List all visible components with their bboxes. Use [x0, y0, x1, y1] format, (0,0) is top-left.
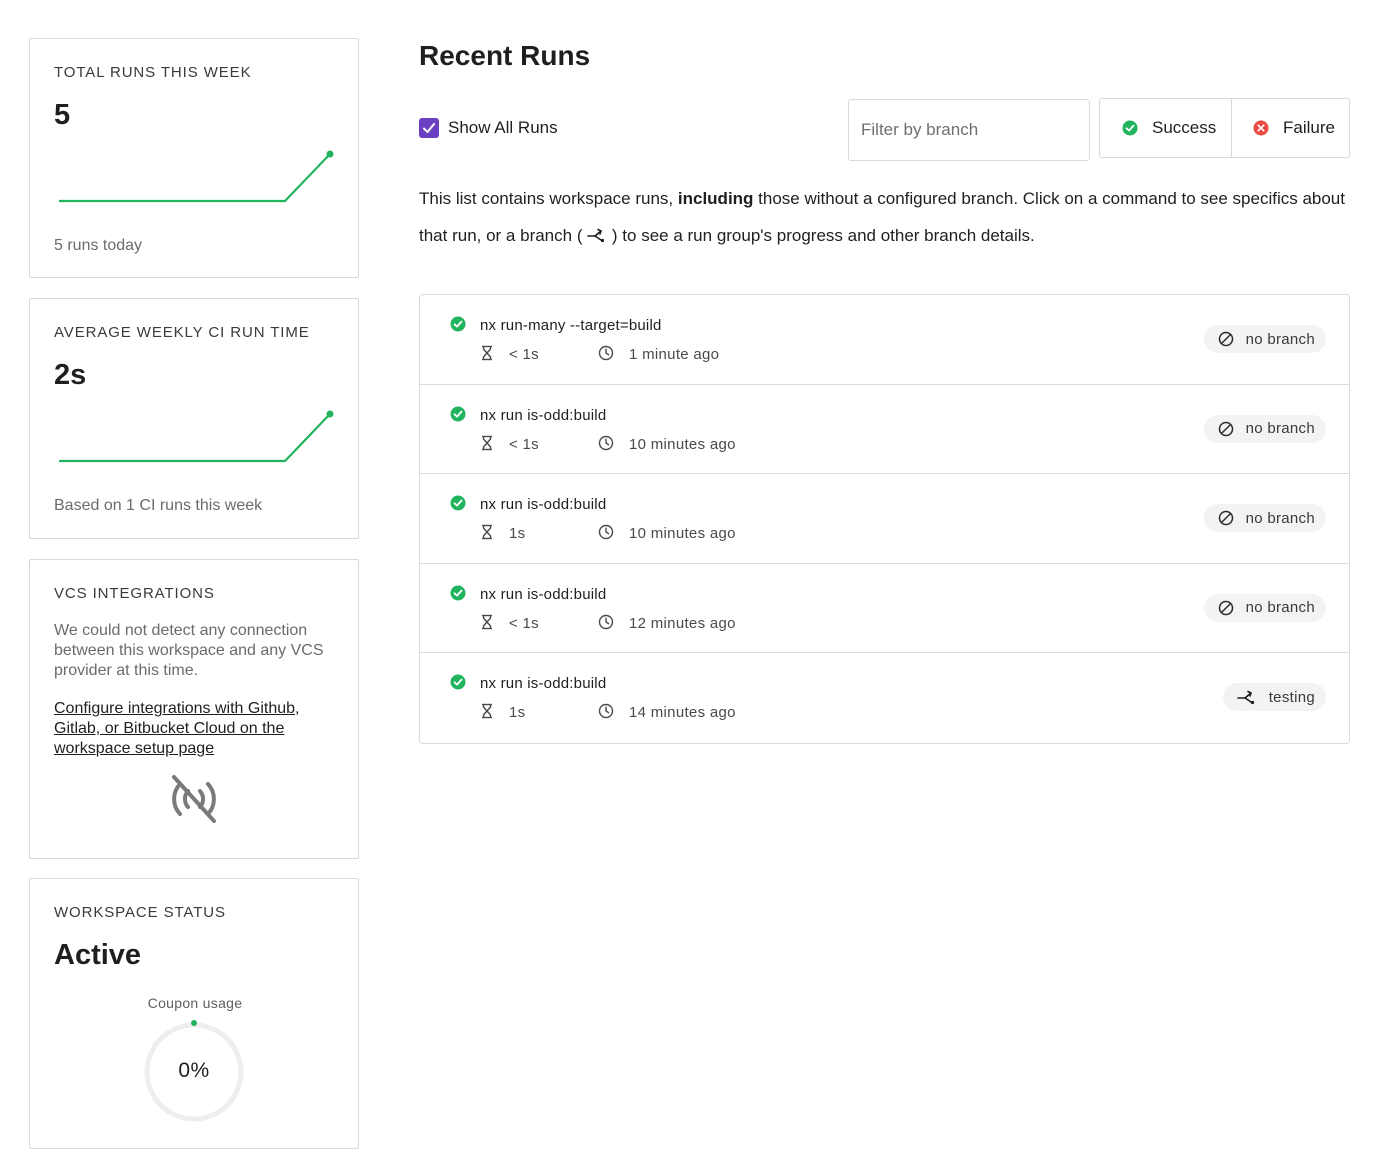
failure-filter-button[interactable]: Failure: [1232, 99, 1349, 157]
hourglass-icon: [482, 704, 492, 719]
avg-ci-value: 2s: [54, 359, 87, 391]
avg-ci-footer: Based on 1 CI runs this week: [54, 497, 263, 514]
workspace-status-card: WORKSPACE STATUS Active Coupon usage 0%: [29, 878, 359, 1149]
run-time: 10 minutes ago: [629, 435, 736, 453]
no-branch-icon: [1218, 510, 1233, 526]
runs-description: This list contains workspace runs, inclu…: [419, 180, 1349, 254]
success-check-icon: [1122, 120, 1138, 136]
run-command[interactable]: nx run is-odd:build: [480, 496, 607, 514]
success-filter-button[interactable]: Success: [1100, 99, 1232, 157]
run-duration: 1s: [509, 704, 526, 722]
avg-ci-label: AVERAGE WEEKLY CI RUN TIME: [54, 324, 310, 341]
workspace-status-value: Active: [54, 939, 142, 971]
branch-label: no branch: [1245, 330, 1315, 348]
desc-bold: including: [677, 189, 754, 208]
total-runs-label: TOTAL RUNS THIS WEEK: [54, 64, 252, 81]
total-runs-card: TOTAL RUNS THIS WEEK 5 5 runs today: [29, 38, 359, 278]
show-all-runs-label: Show All Runs: [448, 118, 558, 137]
clock-icon: [598, 614, 614, 629]
vcs-message: We could not detect any connection betwe…: [54, 622, 324, 679]
vcs-label: VCS INTEGRATIONS: [54, 585, 215, 602]
run-command[interactable]: nx run is-odd:build: [480, 406, 607, 424]
success-filter-label: Success: [1152, 118, 1217, 137]
checkmark-icon: [423, 123, 435, 133]
total-runs-sparkline: [59, 150, 334, 203]
avg-ci-card: AVERAGE WEEKLY CI RUN TIME 2s Based on 1…: [29, 298, 359, 539]
branch-label: testing: [1268, 688, 1315, 706]
branch-label: no branch: [1245, 509, 1315, 527]
vcs-card: VCS INTEGRATIONS We could not detect any…: [29, 559, 359, 859]
run-time: 14 minutes ago: [629, 704, 736, 722]
run-time: 12 minutes ago: [629, 614, 736, 632]
branch-pill[interactable]: no branch: [1203, 414, 1326, 443]
hourglass-icon: [482, 435, 492, 450]
coupon-usage-label: Coupon usage: [147, 995, 243, 1011]
failure-x-icon: [1253, 120, 1269, 136]
total-runs-footer: 5 runs today: [54, 237, 143, 254]
failure-filter-label: Failure: [1283, 118, 1335, 137]
hourglass-icon: [482, 614, 492, 629]
coupon-usage-gauge: [144, 1020, 244, 1122]
no-branch-icon: [1218, 331, 1233, 347]
run-time: 10 minutes ago: [629, 525, 736, 543]
no-signal-icon: [172, 775, 216, 823]
hourglass-icon: [482, 524, 492, 540]
run-row[interactable]: nx run is-odd:build 1s 14 minutes ago testi…: [420, 653, 1349, 743]
desc-part-2: those without a configured branch. Click…: [419, 189, 1345, 245]
run-command[interactable]: nx run is-odd:build: [480, 585, 607, 603]
run-row[interactable]: nx run is-odd:build < 1s 10 minutes ago no …: [420, 385, 1349, 475]
branch-icon: [1236, 691, 1254, 705]
desc-part-3: ) to see a run group's progress and othe…: [607, 226, 1035, 245]
run-command[interactable]: nx run-many --target=build: [480, 317, 662, 334]
branch-pill[interactable]: no branch: [1203, 593, 1326, 622]
branch-pill[interactable]: no branch: [1203, 504, 1326, 533]
runs-list: nx run-many --target=build < 1s 1 minute a…: [419, 294, 1350, 744]
run-success-icon: [450, 674, 466, 690]
coupon-usage-value: 0%: [178, 1059, 210, 1082]
run-time: 1 minute ago: [629, 346, 720, 363]
branch-pill[interactable]: no branch: [1203, 325, 1326, 353]
run-success-icon: [450, 406, 466, 422]
show-all-runs-checkbox[interactable]: [419, 118, 439, 138]
hourglass-icon: [482, 345, 492, 361]
clock-icon: [598, 435, 614, 450]
clock-icon: [598, 524, 614, 540]
run-duration: < 1s: [509, 346, 539, 363]
clock-icon: [598, 704, 614, 719]
show-all-runs-toggle[interactable]: Show All Runs: [419, 118, 558, 138]
filter-by-branch-input[interactable]: [848, 99, 1090, 161]
no-branch-icon: [1218, 421, 1233, 436]
clock-icon: [598, 345, 614, 361]
desc-part-1: This list contains workspace runs,: [419, 189, 678, 208]
branch-label: no branch: [1245, 420, 1315, 438]
run-row[interactable]: nx run is-odd:build 1s 10 minutes ago no br…: [420, 474, 1349, 564]
branch-pill[interactable]: testing: [1222, 683, 1326, 712]
run-duration: < 1s: [509, 614, 539, 632]
run-success-icon: [450, 316, 466, 332]
branch-icon: [587, 228, 605, 243]
status-filter-group: Success Failure: [1099, 98, 1350, 158]
run-row[interactable]: nx run-many --target=build < 1s 1 minute a…: [420, 295, 1349, 385]
run-duration: 1s: [509, 525, 526, 543]
run-row[interactable]: nx run is-odd:build < 1s 12 minutes ago no …: [420, 564, 1349, 654]
total-runs-value: 5: [54, 99, 71, 131]
page-title: Recent Runs: [419, 40, 591, 71]
avg-ci-sparkline: [59, 410, 334, 463]
run-duration: < 1s: [509, 435, 539, 453]
run-success-icon: [450, 495, 466, 511]
configure-integrations-link[interactable]: Configure integrations with Github, Gitl…: [54, 700, 300, 757]
run-command[interactable]: nx run is-odd:build: [480, 675, 607, 693]
workspace-status-label: WORKSPACE STATUS: [54, 904, 226, 921]
run-success-icon: [450, 585, 466, 601]
branch-label: no branch: [1245, 599, 1315, 617]
no-branch-icon: [1218, 600, 1233, 616]
